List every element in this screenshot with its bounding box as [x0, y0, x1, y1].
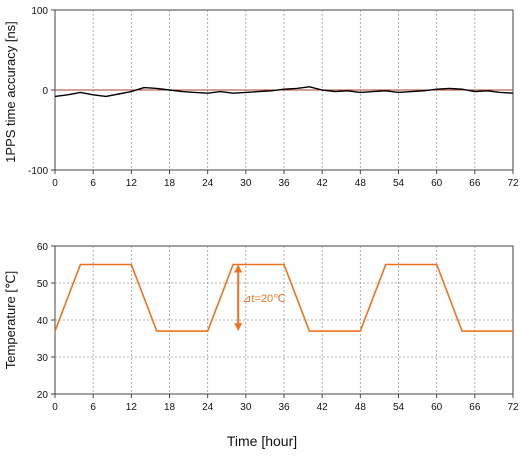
series-line-0	[54, 86, 514, 98]
temperature-grid	[55, 246, 513, 394]
accuracy-series	[54, 86, 514, 98]
accuracy-chart: 0 6 12 18 24 30 36 42 48 54 60 66 72 100 0 -100 1PPS t…	[3, 6, 519, 189]
x-tick-label: 36	[278, 402, 290, 413]
x-tick-label: 6	[90, 178, 96, 189]
x-tick-label: 54	[393, 402, 405, 413]
y-tick-label: 40	[37, 316, 49, 327]
time-x-label: Time [hour]	[227, 433, 297, 449]
y-tick-label: -100	[28, 166, 48, 177]
accuracy-y-ticks: 100 0 -100	[28, 6, 55, 177]
x-tick-label: 66	[469, 178, 481, 189]
x-tick-label: 72	[507, 402, 519, 413]
x-tick-label: 0	[52, 402, 58, 413]
delta-t-label: ⊿t=20℃	[242, 293, 285, 305]
y-tick-label: 0	[42, 86, 48, 97]
x-tick-label: 48	[355, 402, 367, 413]
series-line-0	[54, 263, 513, 332]
x-tick-label: 0	[52, 178, 58, 189]
y-tick-label: 30	[37, 353, 49, 364]
delta-t-arrow-up	[234, 264, 243, 273]
x-tick-label: 42	[317, 402, 329, 413]
x-tick-label: 42	[317, 178, 329, 189]
accuracy-y-label: 1PPS time accuracy [ns]	[3, 21, 18, 163]
x-tick-label: 6	[90, 402, 96, 413]
x-tick-label: 24	[202, 402, 214, 413]
temperature-y-ticks: 60 50 40 30 20	[37, 242, 55, 401]
x-tick-label: 66	[469, 402, 481, 413]
x-tick-label: 12	[126, 402, 138, 413]
temperature-x-ticks: 0 6 12 18 24 30 36 42 48 54 60 66 72	[52, 394, 519, 413]
accuracy-x-ticks: 0 6 12 18 24 30 36 42 48 54 60 66 72	[52, 170, 519, 189]
x-tick-label: 60	[431, 402, 443, 413]
y-tick-label: 50	[37, 279, 49, 290]
y-tick-label: 100	[31, 6, 48, 17]
temperature-series	[54, 263, 513, 332]
delta-t-annotation: ⊿t=20℃	[234, 264, 285, 332]
x-tick-label: 30	[240, 402, 252, 413]
y-tick-label: 20	[37, 390, 49, 401]
x-tick-label: 48	[355, 178, 367, 189]
x-tick-label: 18	[164, 178, 176, 189]
x-tick-label: 12	[126, 178, 138, 189]
x-tick-label: 24	[202, 178, 214, 189]
temperature-chart: 0 6 12 18 24 30 36 42 48 54 60 66 72 60 50 40 30 20 ⊿t=2…	[3, 242, 519, 449]
x-tick-label: 60	[431, 178, 443, 189]
x-tick-label: 30	[240, 178, 252, 189]
x-tick-label: 18	[164, 402, 176, 413]
x-tick-label: 54	[393, 178, 405, 189]
temperature-y-label: Temperature [℃]	[3, 271, 18, 369]
y-tick-label: 60	[37, 242, 49, 253]
delta-t-arrow-down	[234, 323, 243, 332]
x-tick-label: 72	[507, 178, 519, 189]
x-tick-label: 36	[278, 178, 290, 189]
